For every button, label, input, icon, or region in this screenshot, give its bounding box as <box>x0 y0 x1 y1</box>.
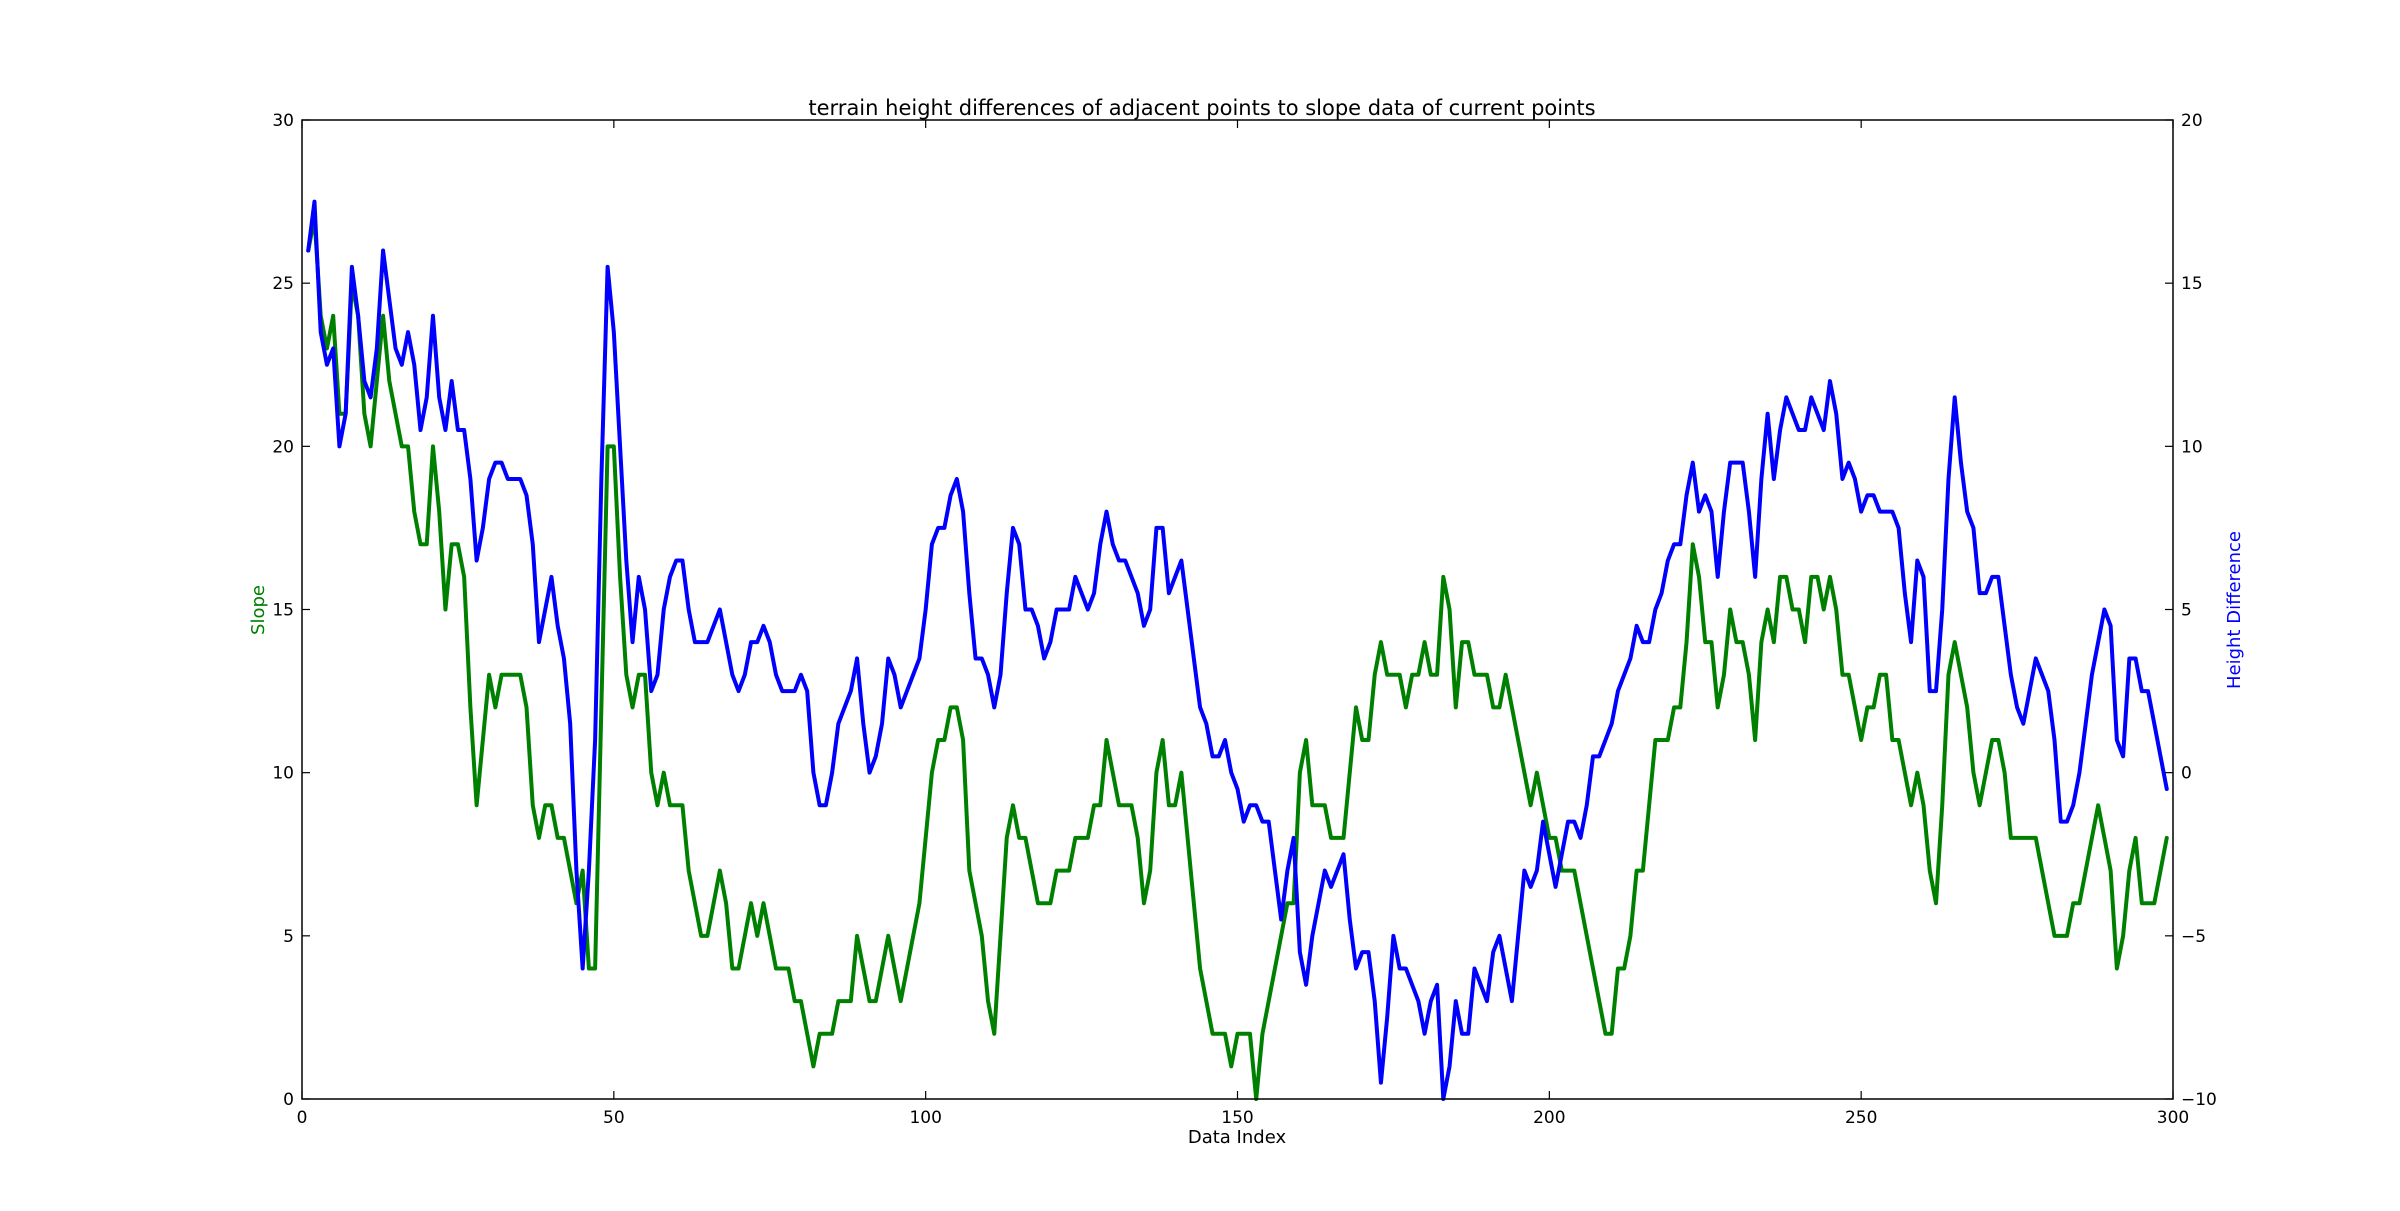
x-tick-label: 300 <box>2157 1108 2189 1128</box>
x-tick-label: 150 <box>1221 1108 1253 1128</box>
right-y-tick-label: 15 <box>2181 274 2203 294</box>
x-tick-label: 100 <box>909 1108 941 1128</box>
left-y-tick-label: 20 <box>272 437 294 457</box>
left-y-tick-label: 0 <box>283 1090 294 1110</box>
right-y-tick-label: 20 <box>2181 111 2203 131</box>
left-y-tick-label: 15 <box>272 601 294 621</box>
right-y-tick-label: −5 <box>2181 927 2206 947</box>
slope-series-line <box>306 215 2169 1101</box>
right-y-axis-label: Height Difference <box>2224 531 2245 689</box>
right-y-tick-label: 10 <box>2181 437 2203 457</box>
x-tick-label: 200 <box>1533 1108 1565 1128</box>
right-y-tick-label: 0 <box>2181 764 2192 784</box>
left-y-axis-ticks: 0 5 10 15 20 25 30 <box>272 111 310 1110</box>
series-layer <box>306 199 2169 1101</box>
right-y-tick-label: 5 <box>2181 601 2192 621</box>
right-y-axis-ticks: −10 −5 0 5 10 15 20 <box>2165 111 2217 1110</box>
chart-title: terrain height differences of adjacent p… <box>808 96 1595 120</box>
left-y-tick-label: 25 <box>272 274 294 294</box>
x-axis-label: Data Index <box>1188 1127 1287 1148</box>
right-y-tick-label: −10 <box>2181 1090 2217 1110</box>
left-y-tick-label: 10 <box>272 764 294 784</box>
left-y-axis-label: Slope <box>248 585 269 635</box>
height-difference-series-line <box>306 199 2169 1101</box>
left-y-tick-label: 5 <box>283 927 294 947</box>
x-tick-label: 250 <box>1845 1108 1877 1128</box>
x-axis-ticks: 0 50 100 150 200 250 300 <box>297 120 2189 1128</box>
x-tick-label: 50 <box>603 1108 625 1128</box>
left-y-tick-label: 30 <box>272 111 294 131</box>
x-tick-label: 0 <box>297 1108 308 1128</box>
